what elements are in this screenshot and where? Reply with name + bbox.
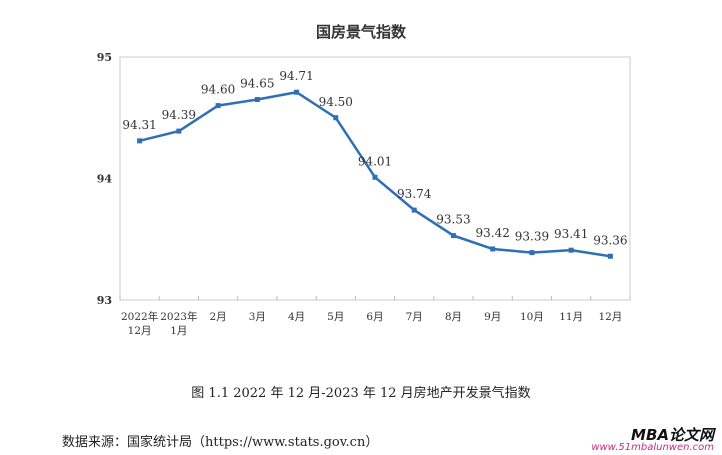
x-tick-label: 2023年	[160, 310, 197, 323]
line-chart: 国房景气指数 93 94 95 2022年 12月 2023年 1月 2月 3月 4月 5月 6月 7月 8…	[97, 23, 631, 337]
watermark-url: www.51mbalunwen.com	[591, 442, 714, 453]
x-tick-label: 3月	[249, 311, 266, 323]
data-label: 93.41	[554, 227, 588, 241]
x-tick-label: 12月	[128, 325, 152, 337]
x-tick-label: 12月	[598, 311, 622, 323]
data-point	[450, 233, 456, 239]
y-tick-label: 94	[97, 173, 113, 186]
data-label: 94.39	[162, 108, 196, 122]
data-point	[294, 89, 300, 95]
data-point	[176, 128, 182, 134]
data-label: 94.65	[240, 77, 274, 91]
data-source: 数据来源：国家统计局（https://www.stats.gov.cn）	[62, 435, 379, 450]
plot-frame	[119, 56, 631, 301]
data-point	[215, 103, 221, 109]
data-label: 94.71	[279, 69, 313, 83]
data-point	[372, 174, 378, 180]
x-tick-label: 11月	[559, 311, 583, 323]
data-point	[333, 115, 339, 121]
y-tick-label: 93	[97, 294, 112, 307]
data-label: 93.39	[515, 230, 549, 244]
y-tick-label: 95	[97, 51, 112, 64]
x-tick-label: 1月	[170, 325, 187, 337]
data-point	[607, 253, 613, 259]
data-label: 94.31	[122, 118, 156, 132]
data-label: 93.42	[476, 226, 510, 240]
data-point	[137, 138, 143, 144]
data-point	[529, 250, 535, 256]
figure-caption: 图 1.1 2022 年 12 月-2023 年 12 月房地产开发景气指数	[191, 386, 531, 401]
data-label: 93.36	[593, 233, 627, 247]
x-tick-label: 6月	[366, 311, 383, 323]
data-point	[568, 247, 574, 253]
chart-title: 国房景气指数	[316, 23, 407, 41]
x-tick-label: 10月	[520, 311, 544, 323]
x-tick-label: 7月	[406, 311, 423, 323]
data-label: 93.53	[436, 213, 470, 227]
x-tick-label: 4月	[288, 311, 305, 323]
data-label: 94.50	[319, 95, 353, 109]
data-point	[490, 246, 496, 252]
x-tick-label: 9月	[484, 311, 501, 323]
data-point	[254, 97, 260, 103]
x-tick-label: 8月	[445, 311, 462, 323]
x-tick-label: 2022年	[121, 310, 158, 323]
data-label: 93.74	[397, 187, 432, 201]
x-tick-label: 2月	[209, 311, 226, 323]
data-label: 94.60	[201, 83, 235, 97]
data-label: 94.01	[358, 154, 392, 168]
x-tick-label: 5月	[327, 311, 344, 323]
watermark-brand: MBA论文网	[631, 426, 714, 444]
data-point	[411, 207, 417, 213]
